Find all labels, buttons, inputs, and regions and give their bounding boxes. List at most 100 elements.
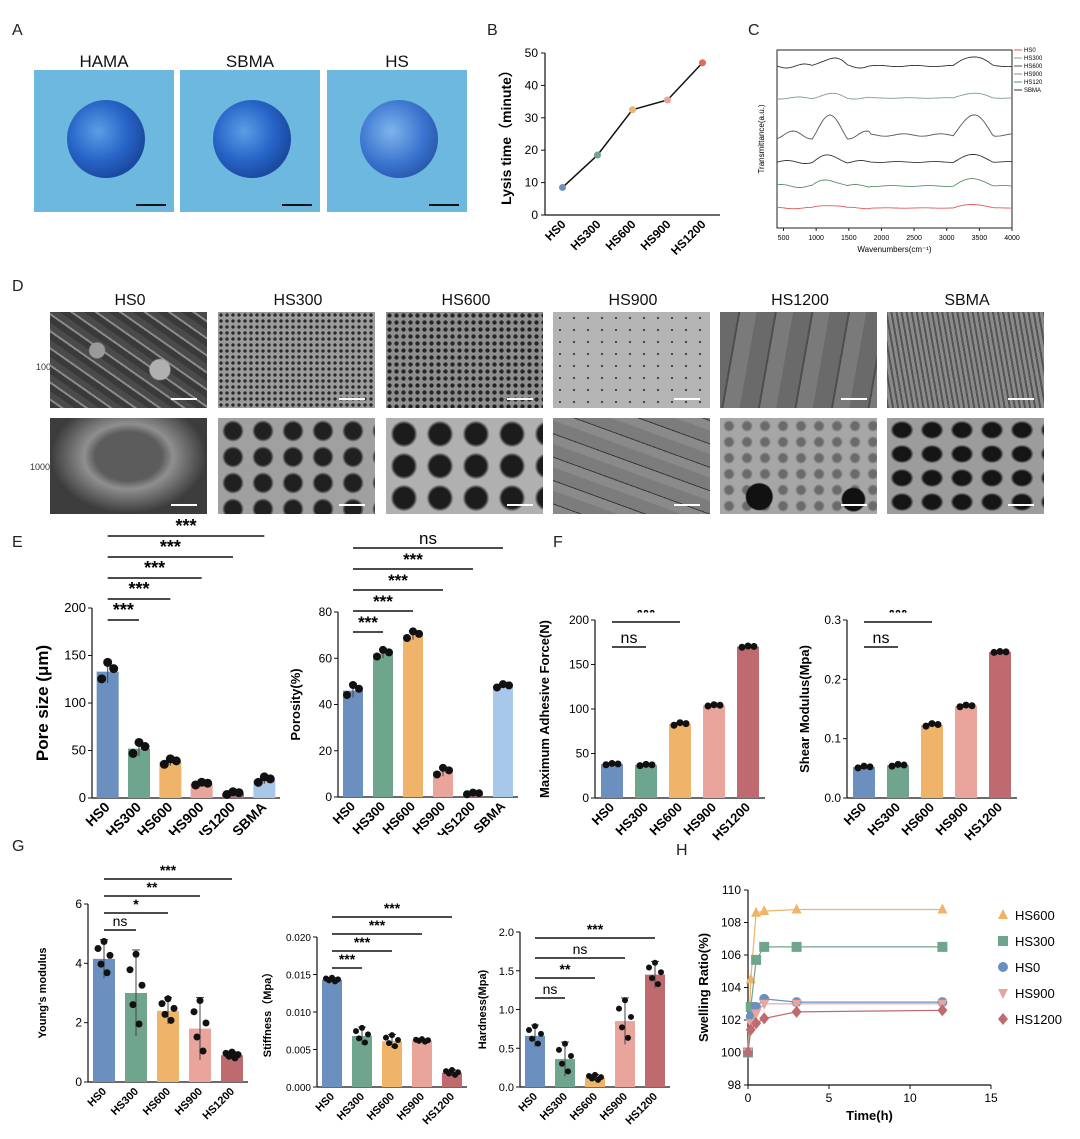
- hardness-chart: 0.0 0.5 1.0 1.5 2.0 Hardness(Mpa) HS0HS300HS60…: [477, 921, 670, 1127]
- significance-label: ***: [587, 921, 604, 937]
- data-point: [362, 1039, 368, 1046]
- significance-label: ***: [388, 571, 408, 590]
- mag-label-100x: 100X: [36, 362, 58, 372]
- data-point: [648, 761, 656, 769]
- x-tick-label: HS1200: [421, 1091, 458, 1128]
- y-tick-label: 0: [75, 1075, 82, 1089]
- spectrum-line: [776, 178, 1013, 188]
- y-tick-label: 0: [79, 790, 86, 805]
- sem-image-hs1200-1000x: [720, 418, 877, 514]
- y-tick-label: 6: [75, 897, 82, 911]
- data-point: [196, 997, 204, 1005]
- series-line-hs0: [747, 998, 943, 1053]
- y-axis-label: Hardness(Mpa): [477, 969, 489, 1049]
- data-point: [629, 106, 636, 114]
- y-axis-label: Shear Modulus(Mpa): [797, 645, 812, 773]
- y-axis-label: Lysis time（minute）: [498, 63, 514, 205]
- bar-hs0: [853, 767, 875, 798]
- sem-image-hs300-100x: [218, 312, 375, 408]
- spectrum-line: [776, 92, 1013, 100]
- data-point: [433, 770, 441, 779]
- y-tick-label: 0: [582, 791, 589, 805]
- x-tick-label: 0: [745, 1091, 752, 1105]
- data-point: [103, 969, 111, 977]
- data-point: [203, 778, 213, 788]
- data-point: [622, 997, 628, 1004]
- data-point: [759, 1012, 770, 1025]
- data-point: [998, 962, 1008, 972]
- y-tick-label: 30: [525, 111, 539, 125]
- data-point: [664, 96, 671, 104]
- x-tick-label: 2000: [874, 235, 890, 242]
- data-point: [568, 1053, 574, 1060]
- spectrum-line: [776, 114, 1013, 140]
- gel-disc: [360, 100, 438, 178]
- scale-bar: [507, 398, 533, 400]
- y-tick-label: 50: [576, 747, 590, 761]
- x-tick-label: 1500: [841, 235, 857, 242]
- x-tick-label: 10: [903, 1091, 917, 1105]
- x-tick-label: HS300: [538, 1091, 570, 1123]
- data-point: [934, 721, 942, 729]
- sem-image-hs900-1000x: [553, 418, 710, 514]
- data-point: [469, 788, 477, 797]
- gel-photo-hama: [34, 70, 174, 212]
- data-point: [253, 777, 263, 787]
- data-point: [670, 721, 678, 729]
- data-point: [592, 1071, 598, 1078]
- data-point: [365, 1031, 371, 1038]
- panel-letter-g: G: [12, 838, 25, 855]
- significance-label: ***: [144, 558, 165, 578]
- x-tick-label: HS300: [568, 217, 604, 253]
- data-point: [199, 1047, 207, 1055]
- y-tick-label: 108: [721, 916, 741, 930]
- bar-hs1200: [989, 652, 1011, 798]
- scale-bar: [1008, 504, 1034, 506]
- bar-hs0: [96, 671, 119, 798]
- y-tick-label: 0.010: [286, 1008, 311, 1019]
- y-tick-label: 50: [72, 743, 86, 758]
- data-point: [343, 690, 351, 699]
- stiffness-chart: 0.000 0.005 0.010 0.015 0.020 Stiffness（Mpa） H…: [261, 900, 467, 1128]
- swelling-ratio-chart: 98 100 102 104 106 108 110 0 5 10 15 Time(h) Swellin…: [696, 883, 1062, 1123]
- sem-title-hs600: HS600: [441, 292, 491, 309]
- porosity-chart: 020406080Porosity(%)HS0HS300HS600HS900HS…: [290, 530, 518, 835]
- bar-hs600: [585, 1077, 605, 1087]
- x-tick-label: HS300: [109, 1086, 141, 1118]
- y-tick-label: 20: [319, 744, 333, 758]
- bar-hs900: [955, 706, 977, 798]
- sem-image-hs600-100x: [386, 312, 543, 408]
- data-point: [716, 701, 724, 709]
- gel-label-hs: HS: [385, 52, 409, 71]
- y-tick-label: 150: [64, 648, 86, 663]
- significance-label: ***: [384, 900, 401, 916]
- data-point: [751, 1017, 762, 1030]
- data-point: [138, 981, 146, 989]
- sem-image-hs0-1000x: [50, 418, 207, 514]
- significance-label: ***: [113, 600, 134, 620]
- significance-label: ***: [358, 613, 378, 632]
- data-point: [998, 1013, 1008, 1025]
- x-tick-label: 500: [778, 235, 790, 242]
- significance-label: ***: [354, 934, 371, 950]
- spectrum-line: [776, 56, 1013, 69]
- data-point: [743, 1046, 753, 1059]
- data-point: [745, 1023, 756, 1036]
- bar-hs600: [382, 1041, 402, 1087]
- data-point: [652, 959, 658, 966]
- data-point: [409, 627, 417, 636]
- data-point: [538, 1030, 544, 1037]
- y-tick-label: 200: [569, 613, 589, 627]
- data-point: [608, 759, 616, 767]
- y-tick-label: 0.0: [824, 791, 841, 805]
- sem-image-sbma-1000x: [887, 418, 1044, 514]
- data-point: [866, 763, 874, 771]
- data-point: [193, 1033, 201, 1041]
- significance-label: ***: [637, 610, 656, 622]
- gel-label-hama: HAMA: [79, 52, 129, 71]
- bar-hs600: [403, 635, 423, 797]
- y-axis-label: Maximum Adhesive Force(N): [537, 620, 552, 798]
- data-point: [996, 648, 1004, 656]
- mag-label-1000x: 1000X: [30, 462, 57, 472]
- y-tick-label: 50: [525, 46, 539, 60]
